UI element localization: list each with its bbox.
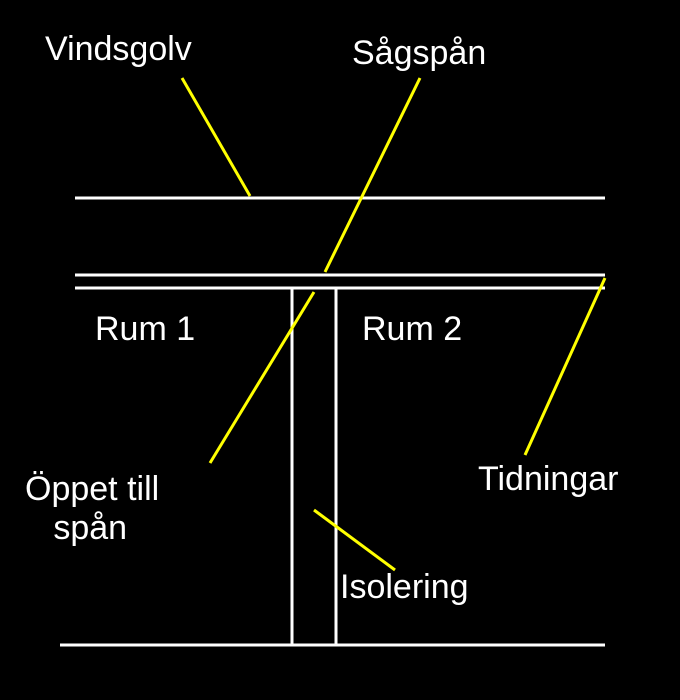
tidningar-callout [525, 278, 605, 455]
label-isolering: Isolering [340, 568, 469, 607]
isolering-callout [314, 510, 395, 570]
oppet-callout [210, 292, 314, 463]
label-rum1: Rum 1 [95, 310, 195, 349]
label-rum2: Rum 2 [362, 310, 462, 349]
label-sagspan: Sågspån [352, 34, 486, 73]
vindsgolv-callout [182, 78, 250, 196]
label-oppet: Öppet till spån [25, 470, 159, 548]
label-tidningar: Tidningar [478, 460, 618, 499]
structure-lines-group [60, 198, 605, 645]
sagspan-callout [325, 78, 420, 272]
label-vindsgolv: Vindsgolv [45, 30, 192, 69]
